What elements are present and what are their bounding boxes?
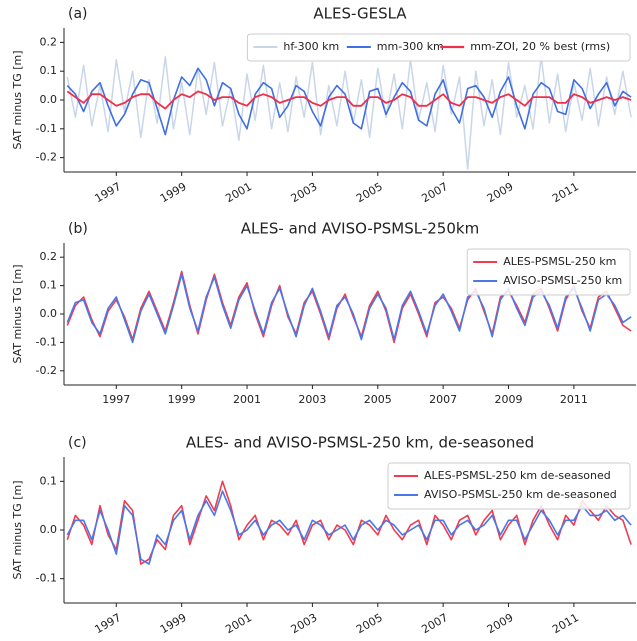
x-tick-label: 2011 (550, 180, 581, 205)
y-tick-label: -0.1 (36, 335, 57, 348)
legend-label: AVISO-PSMSL-250 km (503, 274, 622, 287)
y-tick-label: 0.0 (40, 307, 58, 320)
x-tick-label: 1999 (158, 180, 189, 205)
x-tick-label: 2003 (289, 611, 320, 636)
y-axis-label: SAT minus TG [m] (11, 480, 24, 579)
series-line (66, 67, 632, 136)
y-tick-label: 0.0 (40, 93, 58, 106)
chart-title: ALES- and AVISO-PSMSL-250km (241, 220, 479, 238)
y-tick-label: 0.0 (40, 523, 58, 536)
series-line (66, 480, 632, 565)
x-tick-label: 2009 (485, 180, 516, 205)
legend-box (246, 33, 631, 62)
legend-label: mm-ZOI, 20 % best (rms) (470, 40, 610, 53)
x-tick-label: 2005 (364, 393, 392, 406)
y-tick-label: 0.2 (40, 35, 58, 48)
x-tick-label: 2001 (223, 180, 254, 205)
x-tick-label: 2003 (298, 393, 326, 406)
legend-label: hf-300 km (283, 40, 339, 53)
x-tick-label: 2009 (495, 393, 523, 406)
x-tick-label: 2001 (223, 611, 254, 636)
legend-label: mm-300 km (377, 40, 444, 53)
x-tick-label: 2005 (354, 611, 385, 636)
x-tick-label: 2005 (354, 180, 385, 205)
panel-label: (a) (68, 6, 88, 22)
y-tick-label: 0.2 (40, 250, 58, 263)
x-tick-label: 2003 (289, 180, 320, 205)
x-tick-label: 1999 (158, 611, 189, 636)
legend-box (466, 248, 631, 296)
legend-box (387, 462, 631, 510)
x-tick-label: 1997 (102, 393, 130, 406)
legend-label: ALES-PSMSL-250 km de-seasoned (424, 469, 611, 482)
y-tick-label: 0.1 (40, 279, 58, 292)
x-tick-label: 2007 (429, 393, 457, 406)
y-axis-label: SAT minus TG [m] (11, 50, 24, 149)
y-tick-label: 0.1 (40, 64, 58, 77)
y-tick-label: -0.1 (36, 122, 57, 135)
y-tick-label: -0.1 (36, 572, 57, 585)
panel-label: (b) (68, 221, 88, 237)
series-line (66, 490, 632, 565)
x-tick-label: 2011 (550, 611, 581, 636)
y-tick-label: -0.2 (36, 364, 57, 377)
legend-label: ALES-PSMSL-250 km (503, 255, 616, 268)
x-tick-label: 2009 (485, 611, 516, 636)
x-tick-label: 1997 (93, 611, 124, 636)
series-line (66, 56, 632, 170)
x-tick-label: 2001 (233, 393, 261, 406)
x-tick-label: 1999 (168, 393, 196, 406)
y-axis-label: SAT minus TG [m] (11, 264, 24, 363)
series-line (66, 90, 632, 110)
panel-label: (c) (68, 435, 87, 451)
x-tick-label: 2007 (419, 611, 450, 636)
x-tick-label: 2007 (419, 180, 450, 205)
y-tick-label: 0.1 (40, 474, 58, 487)
chart-title: ALES-GESLA (313, 5, 407, 23)
chart-title: ALES- and AVISO-PSMSL-250 km, de-seasone… (186, 434, 534, 452)
x-tick-label: 2011 (560, 393, 588, 406)
y-tick-label: -0.2 (36, 151, 57, 164)
x-tick-label: 1997 (93, 180, 124, 205)
legend-label: AVISO-PSMSL-250 km de-seasoned (424, 488, 617, 501)
